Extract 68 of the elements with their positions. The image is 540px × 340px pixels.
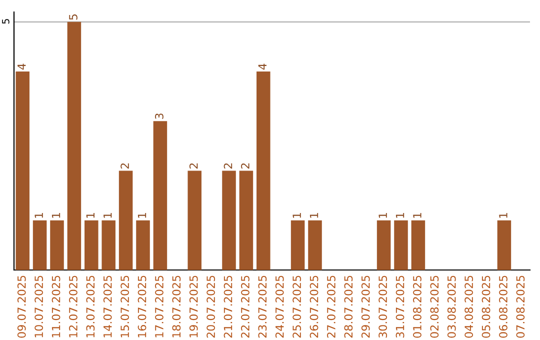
data-label: 2 xyxy=(120,163,129,169)
x-tick-label: 03.08.2025 xyxy=(447,276,456,338)
data-label: 1 xyxy=(310,212,318,218)
x-tick-label: 15.07.2025 xyxy=(120,276,130,338)
data-label: 2 xyxy=(224,163,232,169)
bar xyxy=(290,220,305,270)
x-tick-label: 07.08.2025 xyxy=(516,276,525,338)
bar xyxy=(222,170,236,270)
bar xyxy=(153,121,168,270)
bar xyxy=(411,220,426,270)
x-tick-label: 16.07.2025 xyxy=(138,276,146,338)
data-label: 1 xyxy=(499,212,508,218)
x-tick-label: 17.07.2025 xyxy=(155,276,164,338)
x-tick-label: 04.08.2025 xyxy=(464,276,474,338)
x-tick-label: 21.07.2025 xyxy=(224,276,232,338)
data-label: 1 xyxy=(413,212,422,218)
x-tick-label: 25.07.2025 xyxy=(292,276,302,338)
x-tick-label: 11.07.2025 xyxy=(52,276,60,338)
bar xyxy=(394,220,408,270)
bar xyxy=(16,72,30,270)
data-label: 1 xyxy=(378,212,387,218)
bar xyxy=(84,220,98,270)
data-label: 1 xyxy=(292,212,301,218)
x-tick-label: 28.07.2025 xyxy=(344,276,353,338)
x-tick-label: 26.07.2025 xyxy=(310,276,318,338)
data-label: 1 xyxy=(34,212,43,218)
x-tick-label: 24.07.2025 xyxy=(275,276,284,338)
bar xyxy=(50,220,64,270)
x-tick-label: 27.07.2025 xyxy=(327,276,336,338)
x-tick-label: 14.07.2025 xyxy=(103,276,112,338)
data-label: 4 xyxy=(258,64,266,70)
x-tick-label: 09.07.2025 xyxy=(17,276,26,338)
x-tick-label: 29.07.2025 xyxy=(361,276,370,338)
data-label: 3 xyxy=(155,114,164,119)
data-label: 1 xyxy=(104,212,112,218)
bar xyxy=(188,170,202,270)
bar xyxy=(497,220,512,270)
data-label: 1 xyxy=(138,212,146,218)
x-tick-label: 23.07.2025 xyxy=(258,276,267,338)
x-tick-label: 13.07.2025 xyxy=(86,276,95,338)
x-tick-label: 10.07.2025 xyxy=(34,276,44,338)
x-tick-label: 02.08.2025 xyxy=(430,276,439,338)
x-tick-label: 06.08.2025 xyxy=(499,276,508,338)
x-tick-label: 30.07.2025 xyxy=(378,276,388,338)
x-tick-label: 01.08.2025 xyxy=(413,276,422,338)
x-tick-label: 18.07.2025 xyxy=(172,276,181,338)
bar xyxy=(239,170,254,270)
x-tick-label: 31.07.2025 xyxy=(396,276,404,338)
bar xyxy=(376,220,391,270)
x-tick-label: 05.08.2025 xyxy=(482,276,490,338)
data-label: 2 xyxy=(241,163,250,169)
bar xyxy=(136,220,150,270)
bar xyxy=(67,22,82,270)
x-tick-label: 20.07.2025 xyxy=(206,276,216,338)
data-label: 1 xyxy=(396,212,404,218)
bar xyxy=(308,220,322,270)
bar xyxy=(32,220,47,270)
data-label: 1 xyxy=(86,212,94,218)
data-label: 5 xyxy=(69,14,78,20)
bar xyxy=(256,72,270,270)
x-tick-label: 19.07.2025 xyxy=(189,276,198,338)
bar xyxy=(118,170,133,270)
data-label: 2 xyxy=(189,163,198,169)
data-label: 4 xyxy=(18,64,26,70)
x-tick-label: 22.07.2025 xyxy=(241,276,250,338)
data-label: 1 xyxy=(52,212,60,218)
bar xyxy=(102,220,116,270)
x-tick-label: 12.07.2025 xyxy=(69,276,78,338)
